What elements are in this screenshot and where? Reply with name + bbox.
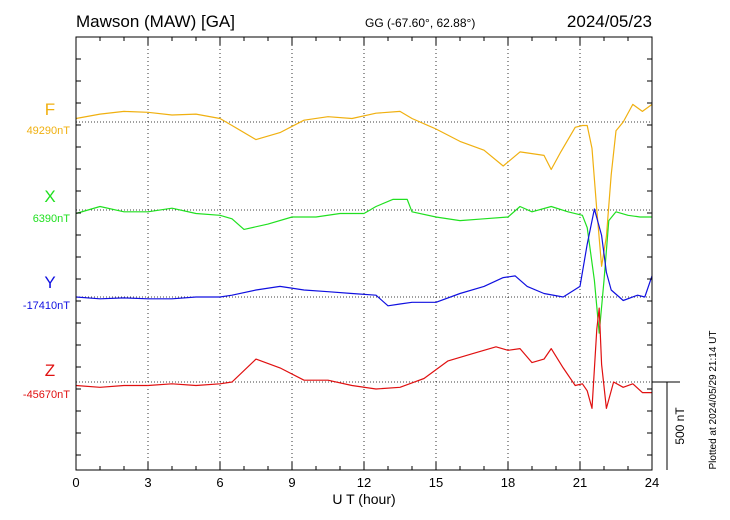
x-tick-label-18: 18 — [501, 475, 515, 490]
x-tick-label-21: 21 — [573, 475, 587, 490]
series-baseline-Y: -17410nT — [23, 300, 70, 312]
series-name-F: F — [45, 100, 55, 119]
x-tick-labels: 0 3 6 9 12 15 18 21 24 — [72, 475, 659, 490]
x-tick-label-12: 12 — [357, 475, 371, 490]
plotted-timestamp: Plotted at 2024/05/29 21:14 UT — [708, 331, 719, 470]
series-line-F — [75, 103, 653, 267]
series-name-X: X — [44, 187, 55, 206]
date-label: 2024/05/23 — [567, 12, 652, 31]
series-baseline-X: 6390nT — [33, 213, 71, 225]
x-tick-label-9: 9 — [288, 475, 295, 490]
scale-bar-label: 500 nT — [673, 407, 687, 445]
series-line-Z — [75, 307, 652, 409]
station-title: Mawson (MAW) [GA] — [76, 12, 235, 31]
x-tick-label-6: 6 — [216, 475, 223, 490]
series-labels: F 49290nT X 6390nT Y -17410nT Z -45670nT — [23, 100, 70, 401]
x-axis-label: U T (hour) — [332, 491, 395, 507]
coordinates-label: GG (-67.60°, 62.88°) — [365, 16, 475, 30]
series-line-Y — [75, 208, 653, 307]
x-tick-label-0: 0 — [72, 475, 79, 490]
x-tick-label-24: 24 — [645, 475, 659, 490]
x-tick-label-3: 3 — [144, 475, 151, 490]
series-baseline-Z: -45670nT — [23, 389, 70, 401]
series-name-Y: Y — [44, 273, 55, 292]
grid-lines — [147, 37, 581, 470]
series-lines — [75, 103, 653, 409]
series-baseline-F: 49290nT — [27, 125, 71, 137]
x-tick-label-15: 15 — [429, 475, 443, 490]
axis-ticks — [75, 37, 653, 470]
series-baselines — [76, 121, 652, 383]
series-name-Z: Z — [45, 361, 55, 380]
